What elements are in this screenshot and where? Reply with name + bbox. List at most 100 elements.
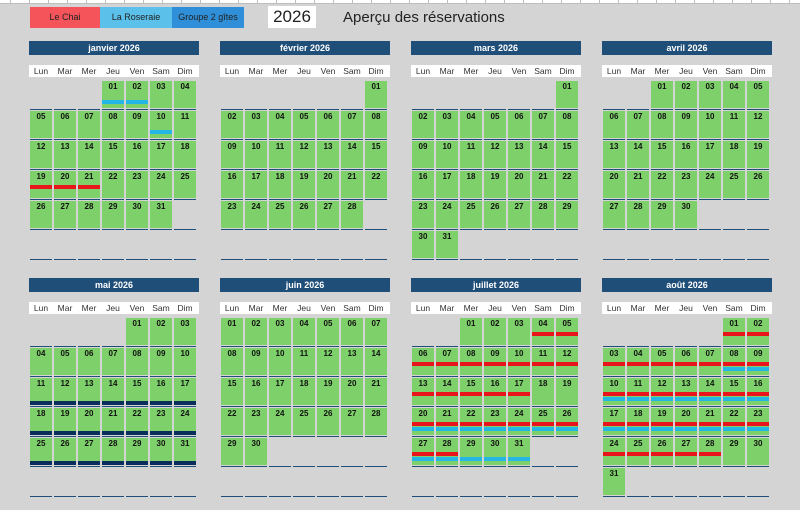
day-cell: 11: [293, 348, 315, 375]
day-number: 09: [227, 142, 237, 151]
cell-border: [365, 109, 387, 110]
booking-bar-groupe: [174, 401, 196, 405]
year-selector[interactable]: 2026: [268, 6, 316, 28]
cell-border: [603, 376, 625, 377]
booking-bar-chai: [54, 185, 76, 189]
cell-border: [30, 109, 52, 110]
weekday-label: Lun: [224, 303, 240, 313]
month-calendar: mars 2026 Lun Mar Mer Jeu Ven Sam Dim 01 02 03 04 05…: [411, 41, 581, 261]
cell-border: [174, 466, 196, 467]
cell-border: [341, 259, 363, 260]
booking-bar-chai: [508, 362, 530, 366]
day-cell: 01: [221, 318, 243, 345]
cell-border: [460, 466, 482, 467]
day-number: 23: [681, 172, 691, 181]
day-cell: 05: [293, 111, 315, 138]
empty-day-cell: [293, 81, 315, 108]
day-number: 23: [418, 202, 428, 211]
day-cell: 13: [54, 141, 76, 168]
day-cell: 19: [651, 408, 673, 435]
day-number: 04: [36, 349, 46, 358]
empty-day-cell: [460, 468, 482, 495]
cell-border: [102, 376, 124, 377]
day-number: 23: [227, 202, 237, 211]
day-number: 08: [227, 349, 237, 358]
legend-le-chai: Le Chai: [30, 7, 100, 28]
day-cell: 01: [365, 81, 387, 108]
cell-border: [412, 199, 434, 200]
day-number: 21: [371, 379, 381, 388]
legend-groupe-2-gites: Groupe 2 gîtes: [172, 7, 244, 28]
day-cell: 16: [150, 378, 172, 405]
cell-border: [532, 169, 554, 170]
cell-border: [508, 496, 530, 497]
cell-border: [508, 199, 530, 200]
cell-border: [436, 436, 458, 437]
cell-border: [436, 406, 458, 407]
empty-day-cell: [341, 468, 363, 495]
day-cell: 04: [532, 318, 554, 345]
day-number: 27: [418, 439, 428, 448]
day-number: 12: [657, 379, 667, 388]
month-calendar: avril 2026 Lun Mar Mer Jeu Ven Sam Dim 01 02 03 04 0…: [602, 41, 772, 261]
cell-border: [245, 169, 267, 170]
cell-border: [651, 406, 673, 407]
weekday-label: Lun: [224, 66, 240, 76]
day-cell: 20: [603, 171, 625, 198]
day-number: 06: [84, 349, 94, 358]
day-number: 20: [84, 409, 94, 418]
day-cell: 25: [174, 171, 196, 198]
cell-border: [78, 259, 100, 260]
cell-border: [30, 436, 52, 437]
cell-border: [30, 259, 52, 260]
cell-border: [245, 259, 267, 260]
empty-day-cell: [341, 438, 363, 465]
cell-border: [723, 169, 745, 170]
day-number: 29: [227, 439, 237, 448]
cell-border: [102, 169, 124, 170]
booking-bar-groupe: [150, 401, 172, 405]
day-number: 28: [442, 439, 452, 448]
cell-border: [556, 496, 578, 497]
day-cell: 06: [317, 111, 339, 138]
cell-border: [30, 406, 52, 407]
cell-border: [293, 346, 315, 347]
day-cell: 30: [126, 201, 148, 228]
day-cell: 06: [54, 111, 76, 138]
day-number: 24: [705, 172, 715, 181]
cell-border: [675, 259, 697, 260]
empty-day-cell: [54, 468, 76, 495]
day-cell: 10: [603, 378, 625, 405]
month-title: avril 2026: [602, 41, 772, 55]
cell-border: [460, 199, 482, 200]
cell-border: [651, 199, 673, 200]
day-number: 27: [60, 202, 70, 211]
cell-border: [293, 139, 315, 140]
day-cell: 26: [30, 201, 52, 228]
cell-border: [269, 346, 291, 347]
day-cell: 12: [54, 378, 76, 405]
cell-border: [556, 376, 578, 377]
day-cell: 23: [126, 171, 148, 198]
weekday-label: Ven: [129, 66, 145, 76]
day-number: 03: [705, 82, 715, 91]
booking-bar-chai: [699, 362, 721, 366]
day-cell: 26: [54, 438, 76, 465]
day-number: 26: [60, 439, 70, 448]
day-number: 03: [275, 319, 285, 328]
day-cell: 16: [245, 378, 267, 405]
day-cell: 22: [126, 408, 148, 435]
day-cell: 06: [341, 318, 363, 345]
month-title: juillet 2026: [411, 278, 581, 292]
day-number: 24: [275, 409, 285, 418]
cell-border: [508, 229, 530, 230]
cell-border: [245, 229, 267, 230]
day-number: 18: [466, 172, 476, 181]
day-cell: 27: [317, 201, 339, 228]
cell-border: [341, 496, 363, 497]
day-cell: 24: [269, 408, 291, 435]
day-number: 13: [681, 379, 691, 388]
month-calendar: février 2026 Lun Mar Mer Jeu Ven Sam Dim 01 02 03 0…: [220, 41, 390, 261]
cell-border: [603, 169, 625, 170]
cell-border: [723, 346, 745, 347]
